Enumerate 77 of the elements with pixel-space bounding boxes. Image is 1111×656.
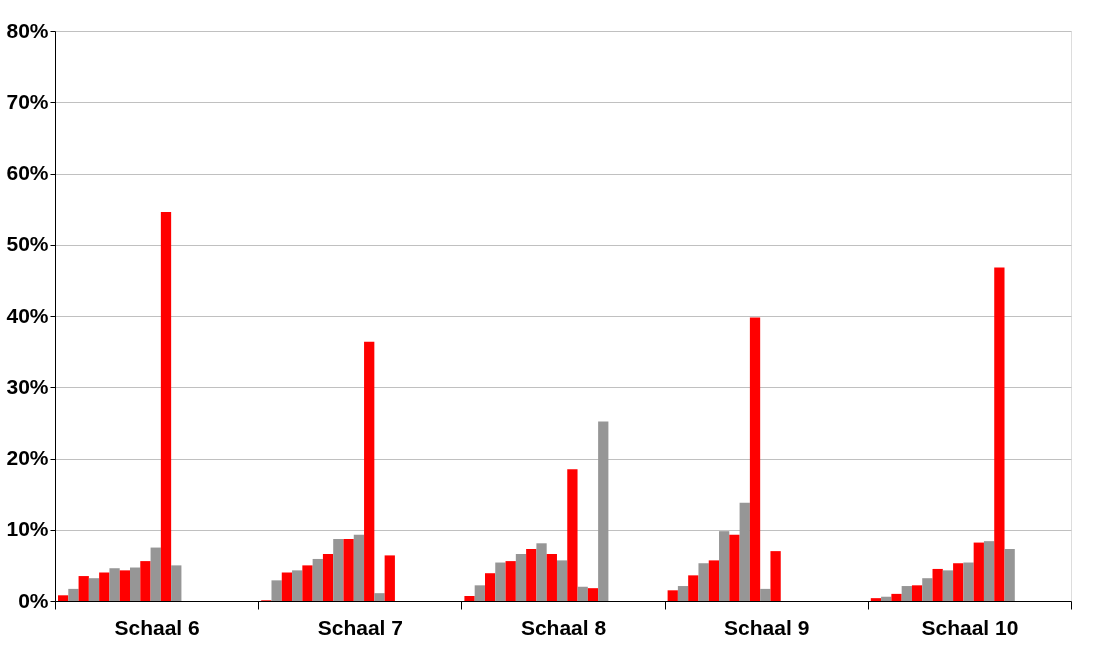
bar — [667, 590, 678, 601]
bar — [322, 553, 334, 601]
y-tick-label: 80% — [6, 18, 49, 42]
bar — [109, 568, 120, 601]
bar — [881, 596, 892, 601]
bar — [698, 563, 709, 601]
x-tick-label: Schaal 10 — [921, 615, 1019, 639]
bar — [1004, 548, 1015, 601]
bar — [577, 586, 588, 601]
bar — [88, 578, 100, 601]
bar — [160, 211, 172, 601]
bar — [546, 553, 557, 601]
bar — [150, 547, 161, 601]
bar — [953, 563, 964, 601]
y-tick-label: 70% — [6, 89, 49, 113]
bar — [729, 534, 740, 601]
y-tick-label: 0% — [18, 588, 49, 612]
bar — [983, 541, 995, 601]
bar — [281, 572, 293, 601]
bar — [271, 580, 282, 601]
bar — [770, 551, 781, 601]
bar — [870, 598, 882, 601]
bar — [140, 561, 151, 601]
bar — [556, 560, 568, 601]
y-tick-label: 20% — [6, 446, 49, 469]
bar — [932, 568, 943, 601]
x-tick-label: Schaal 8 — [520, 615, 607, 639]
bar — [171, 565, 182, 601]
bar — [536, 543, 547, 601]
x-tick-label: Schaal 7 — [317, 615, 403, 639]
bar — [942, 570, 954, 601]
y-tick-label: 30% — [6, 374, 49, 398]
bar — [526, 548, 537, 601]
x-tick-label: Schaal 6 — [114, 615, 200, 639]
bar — [688, 575, 699, 601]
bar — [677, 586, 689, 601]
bar — [567, 469, 578, 601]
bar — [119, 570, 130, 601]
bar — [922, 578, 933, 601]
bar — [464, 596, 475, 601]
bar — [58, 595, 69, 601]
x-tick-label: Schaal 9 — [724, 615, 810, 639]
bar — [78, 576, 89, 601]
bar — [374, 593, 385, 601]
bar — [364, 341, 375, 601]
bar — [484, 573, 496, 601]
y-tick-label: 10% — [6, 517, 49, 541]
bar — [760, 588, 771, 601]
bar — [68, 588, 79, 601]
bar — [333, 539, 344, 601]
bar — [99, 572, 110, 601]
bar — [708, 560, 720, 601]
bar — [292, 570, 303, 601]
bar — [130, 567, 141, 601]
bar — [739, 502, 750, 601]
bar — [343, 539, 354, 601]
bar — [973, 542, 984, 601]
bar — [515, 553, 527, 601]
bar — [749, 317, 761, 601]
bar — [587, 588, 599, 601]
bar — [312, 558, 323, 601]
bar — [495, 562, 506, 601]
y-tick-label: 50% — [6, 232, 49, 256]
bar — [505, 561, 516, 601]
bar — [963, 562, 974, 601]
bar — [901, 586, 912, 601]
bar — [994, 267, 1005, 601]
bar — [474, 585, 485, 601]
bar — [353, 534, 365, 601]
bar — [384, 555, 395, 601]
bar — [302, 565, 313, 601]
y-tick-label: 60% — [6, 161, 49, 184]
bar — [891, 593, 902, 601]
bar — [911, 585, 923, 601]
y-tick-label: 40% — [6, 303, 49, 327]
bar — [598, 421, 609, 601]
bar — [719, 531, 730, 601]
